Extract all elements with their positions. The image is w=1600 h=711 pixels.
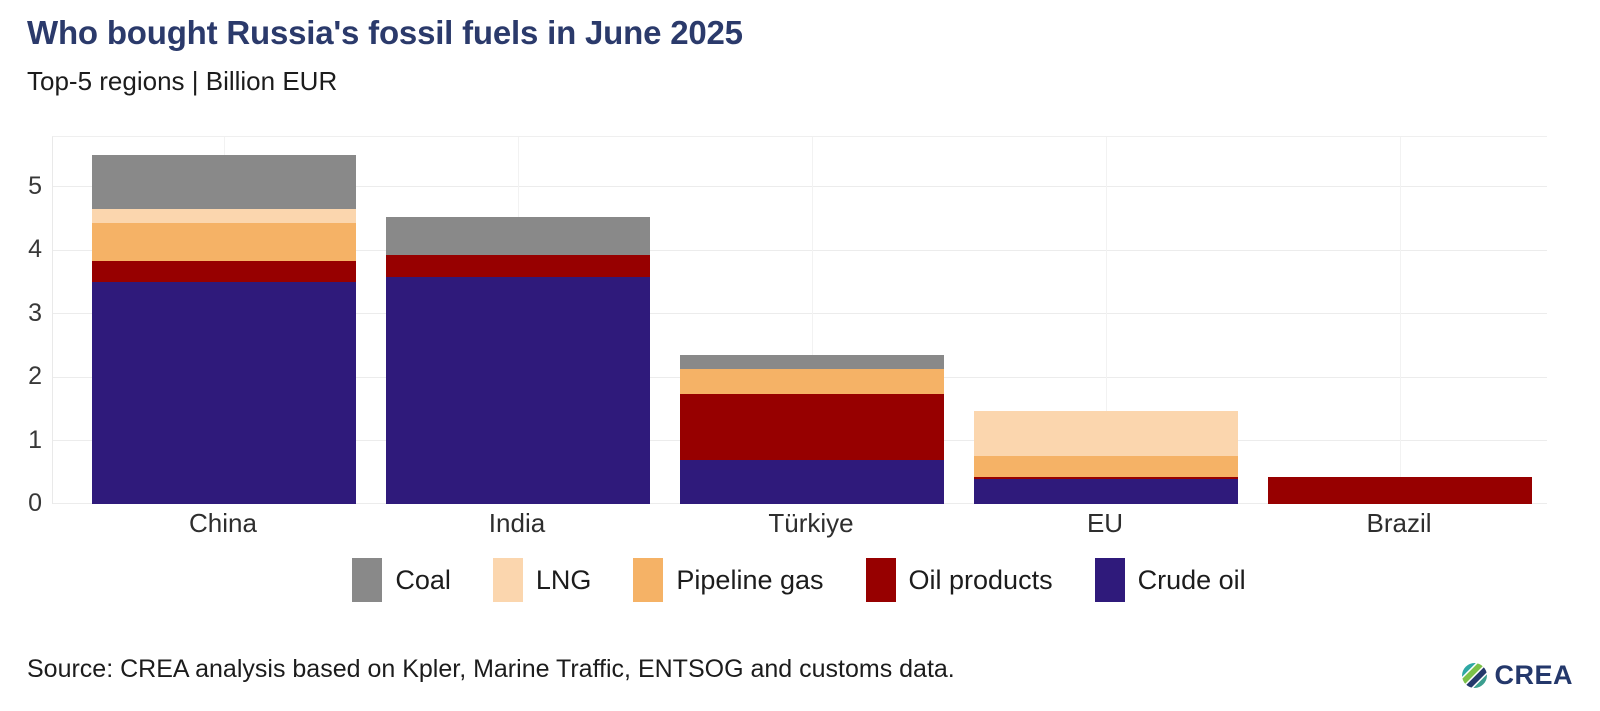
- y-tick-label: 2: [28, 362, 42, 390]
- grid-line-x: [812, 137, 813, 504]
- legend-item-oil-products: Oil products: [865, 558, 1053, 602]
- bar-china: [92, 154, 356, 504]
- legend-item-lng: LNG: [492, 558, 592, 602]
- legend-label: Oil products: [908, 564, 1053, 595]
- bar-trkiye: [680, 354, 944, 504]
- legend-swatch: [1094, 558, 1125, 602]
- legend-swatch: [633, 558, 664, 602]
- chart-subtitle: Top-5 regions | Billion EUR: [27, 66, 338, 96]
- grid-line-y: [53, 249, 1547, 251]
- y-tick-label: 4: [28, 235, 42, 264]
- bar-segment: [680, 368, 944, 394]
- grid-line-y: [53, 313, 1547, 315]
- grid-line-y: [53, 186, 1547, 188]
- bar-segment: [680, 354, 944, 369]
- bar-segment: [92, 222, 356, 262]
- legend-label: Coal: [395, 564, 451, 595]
- x-category-label: Brazil: [1366, 508, 1432, 538]
- bar-eu: [974, 410, 1238, 504]
- bar-segment: [680, 393, 944, 460]
- legend-item-pipeline-gas: Pipeline gas: [633, 558, 824, 602]
- legend: Coal LNG Pipeline gas Oil products Crude oil: [52, 558, 1546, 602]
- crea-logo: CREA: [1461, 660, 1573, 691]
- bar-segment: [386, 255, 650, 277]
- bar-segment: [92, 154, 356, 209]
- legend-label: Pipeline gas: [676, 564, 824, 595]
- bar-segment: [680, 459, 944, 504]
- legend-item-crude-oil: Crude oil: [1094, 558, 1246, 602]
- bar-segment: [974, 477, 1238, 480]
- plot-area: [52, 136, 1547, 504]
- legend-swatch: [492, 558, 523, 602]
- x-category-label: Türkiye: [768, 508, 854, 538]
- y-tick-label: 5: [28, 171, 42, 200]
- bar-india: [386, 217, 650, 504]
- bar-segment: [92, 281, 356, 504]
- bar-segment: [386, 217, 650, 256]
- chart-title: Who bought Russia's fossil fuels in June…: [27, 14, 743, 51]
- bar-segment: [974, 410, 1238, 457]
- legend-label: LNG: [535, 564, 592, 595]
- x-category-label: China: [189, 508, 257, 538]
- legend-swatch: [865, 558, 896, 602]
- bar-segment: [92, 208, 356, 223]
- crea-logo-text: CREA: [1494, 660, 1573, 690]
- bar-segment: [1268, 476, 1532, 504]
- grid-line-x: [1400, 137, 1401, 504]
- legend-item-coal: Coal: [352, 558, 451, 602]
- y-tick-label: 0: [28, 489, 42, 517]
- x-category-label: India: [488, 508, 546, 538]
- bar-segment: [92, 261, 356, 282]
- legend-label: Crude oil: [1137, 564, 1246, 595]
- bar-brazil: [1268, 476, 1532, 504]
- bar-segment: [974, 456, 1238, 478]
- crea-logo-icon: [1461, 662, 1489, 689]
- source-note: Source: CREA analysis based on Kpler, Ma…: [27, 655, 955, 683]
- y-tick-label: 3: [28, 298, 42, 327]
- legend-swatch: [352, 558, 383, 602]
- bar-segment: [974, 479, 1238, 504]
- y-tick-label: 1: [28, 425, 42, 454]
- grid-line-x: [1106, 137, 1107, 504]
- x-category-label: EU: [1086, 508, 1124, 538]
- bar-segment: [386, 276, 650, 504]
